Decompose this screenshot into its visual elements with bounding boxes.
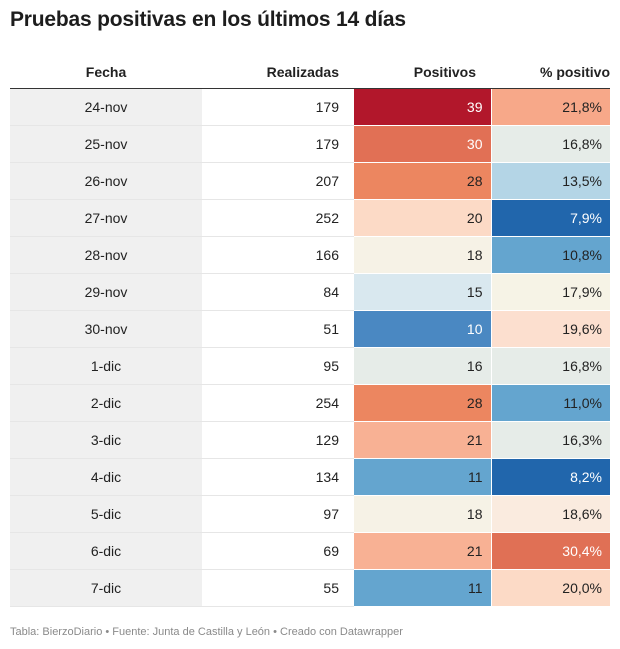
- cell-fecha: 7-dic: [10, 569, 202, 607]
- table-row: 3-dic 129 21 16,3%: [10, 421, 610, 459]
- table-row: 6-dic 69 21 30,4%: [10, 532, 610, 570]
- cell-pct-positivo: 16,8%: [490, 125, 610, 163]
- cell-realizadas: 207: [202, 162, 354, 200]
- table-row: 1-dic 95 16 16,8%: [10, 347, 610, 385]
- cell-positivos: 30: [354, 125, 491, 163]
- table-row: 2-dic 254 28 11,0%: [10, 384, 610, 422]
- table-row: 7-dic 55 11 20,0%: [10, 569, 610, 607]
- cell-pct-positivo: 7,9%: [490, 199, 610, 237]
- table-body: 24-nov 179 39 21,8% 25-nov 179 30 16,8% 26-nov 20…: [10, 88, 610, 607]
- cell-fecha: 24-nov: [10, 88, 202, 126]
- cell-positivos: 28: [354, 384, 491, 422]
- cell-pct-positivo: 16,3%: [490, 421, 610, 459]
- column-header-pct-positivo[interactable]: % positivo: [491, 56, 610, 89]
- cell-positivos: 21: [354, 421, 491, 459]
- cell-realizadas: 252: [202, 199, 354, 237]
- cell-realizadas: 254: [202, 384, 354, 422]
- cell-pct-positivo: 20,0%: [490, 569, 610, 607]
- cell-positivos: 16: [354, 347, 491, 385]
- table-row: 29-nov 84 15 17,9%: [10, 273, 610, 311]
- column-header-realizadas[interactable]: Realizadas: [202, 56, 354, 89]
- cell-fecha: 27-nov: [10, 199, 202, 237]
- cell-positivos: 28: [354, 162, 491, 200]
- cell-pct-positivo: 30,4%: [490, 532, 610, 570]
- cell-fecha: 3-dic: [10, 421, 202, 459]
- cell-positivos: 39: [354, 88, 491, 126]
- cell-positivos: 11: [354, 458, 491, 496]
- cell-fecha: 26-nov: [10, 162, 202, 200]
- cell-pct-positivo: 19,6%: [490, 310, 610, 348]
- cell-positivos: 10: [354, 310, 491, 348]
- cell-pct-positivo: 11,0%: [490, 384, 610, 422]
- cell-positivos: 21: [354, 532, 491, 570]
- table-row: 24-nov 179 39 21,8%: [10, 88, 610, 126]
- cell-fecha: 6-dic: [10, 532, 202, 570]
- table-row: 5-dic 97 18 18,6%: [10, 495, 610, 533]
- table-row: 26-nov 207 28 13,5%: [10, 162, 610, 200]
- cell-realizadas: 129: [202, 421, 354, 459]
- cell-realizadas: 51: [202, 310, 354, 348]
- cell-pct-positivo: 10,8%: [490, 236, 610, 274]
- cell-positivos: 11: [354, 569, 491, 607]
- cell-fecha: 28-nov: [10, 236, 202, 274]
- cell-fecha: 29-nov: [10, 273, 202, 311]
- table-row: 25-nov 179 30 16,8%: [10, 125, 610, 163]
- table-row: 27-nov 252 20 7,9%: [10, 199, 610, 237]
- cell-fecha: 4-dic: [10, 458, 202, 496]
- cell-fecha: 2-dic: [10, 384, 202, 422]
- cell-positivos: 18: [354, 236, 491, 274]
- cell-realizadas: 134: [202, 458, 354, 496]
- cell-positivos: 15: [354, 273, 491, 311]
- table-row: 28-nov 166 18 10,8%: [10, 236, 610, 274]
- cell-positivos: 18: [354, 495, 491, 533]
- cell-realizadas: 84: [202, 273, 354, 311]
- data-table: Fecha Realizadas Positivos % positivo 24…: [10, 56, 610, 607]
- cell-pct-positivo: 18,6%: [490, 495, 610, 533]
- header-row: Fecha Realizadas Positivos % positivo: [10, 56, 610, 89]
- cell-realizadas: 179: [202, 88, 354, 126]
- cell-fecha: 5-dic: [10, 495, 202, 533]
- cell-realizadas: 179: [202, 125, 354, 163]
- cell-pct-positivo: 21,8%: [490, 88, 610, 126]
- cell-fecha: 1-dic: [10, 347, 202, 385]
- table-row: 30-nov 51 10 19,6%: [10, 310, 610, 348]
- cell-pct-positivo: 17,9%: [490, 273, 610, 311]
- table-row: 4-dic 134 11 8,2%: [10, 458, 610, 496]
- cell-realizadas: 97: [202, 495, 354, 533]
- cell-pct-positivo: 13,5%: [490, 162, 610, 200]
- column-header-fecha[interactable]: Fecha: [10, 56, 202, 89]
- cell-realizadas: 166: [202, 236, 354, 274]
- column-header-positivos[interactable]: Positivos: [354, 56, 491, 89]
- cell-fecha: 25-nov: [10, 125, 202, 163]
- chart-title: Pruebas positivas en los últimos 14 días: [10, 8, 406, 31]
- cell-realizadas: 69: [202, 532, 354, 570]
- cell-realizadas: 95: [202, 347, 354, 385]
- source-footer: Tabla: BierzoDiario • Fuente: Junta de C…: [10, 626, 403, 638]
- cell-positivos: 20: [354, 199, 491, 237]
- cell-realizadas: 55: [202, 569, 354, 607]
- cell-fecha: 30-nov: [10, 310, 202, 348]
- cell-pct-positivo: 8,2%: [490, 458, 610, 496]
- cell-pct-positivo: 16,8%: [490, 347, 610, 385]
